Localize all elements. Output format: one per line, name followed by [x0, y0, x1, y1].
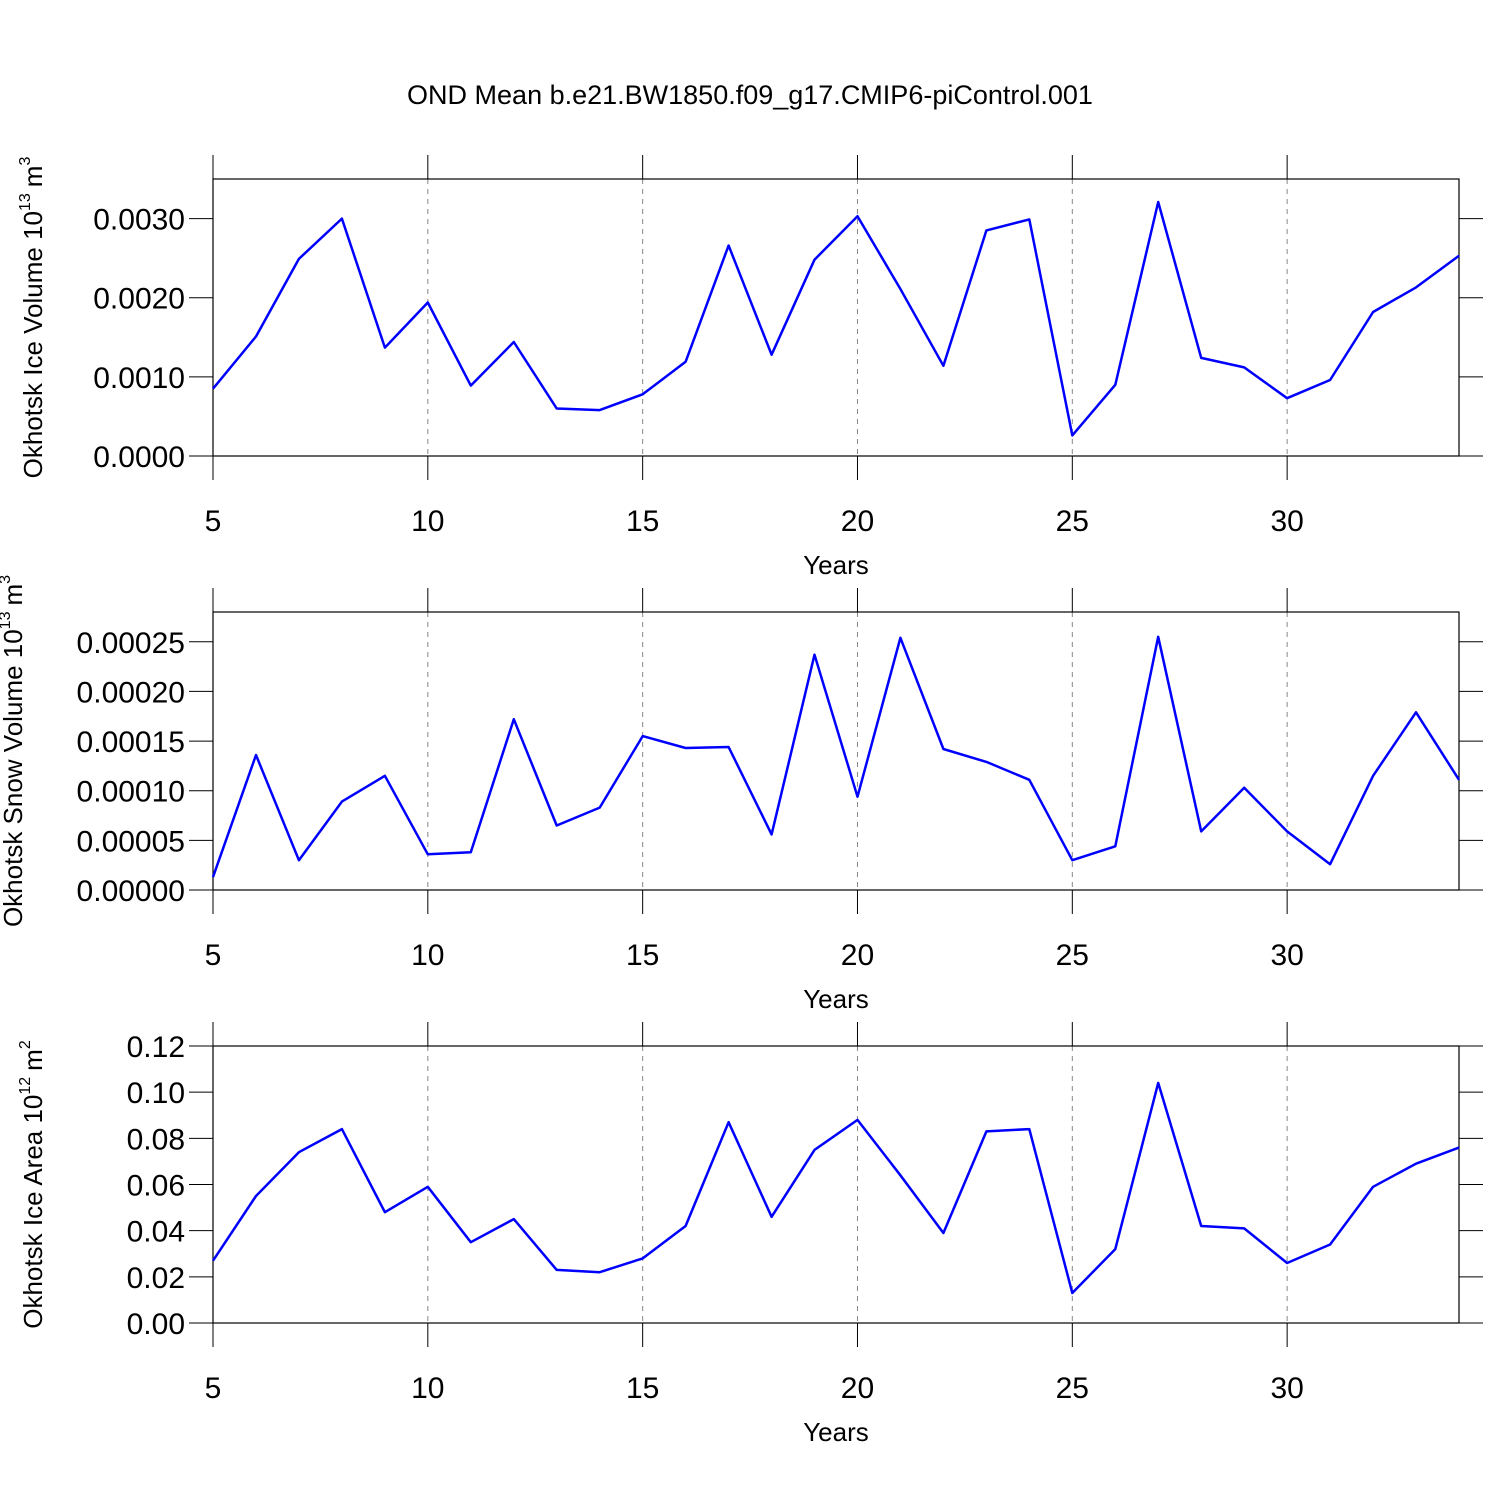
y-axis-title: Okhotsk Snow Volume 1013 m3 — [0, 575, 28, 927]
y-axis-title-unit: m — [18, 166, 48, 188]
y-tick-label: 0.00 — [127, 1308, 185, 1341]
y-axis-title: Okhotsk Ice Area 1012 m2 — [17, 1040, 48, 1329]
y-axis-title-text: Okhotsk Ice Area 10 — [18, 1095, 48, 1329]
y-tick-label: 0.08 — [127, 1123, 185, 1156]
x-tick-label: 20 — [841, 939, 874, 972]
y-tick-label: 0.0030 — [93, 204, 185, 237]
x-tick-label: 10 — [411, 505, 444, 538]
y-tick-label: 0.12 — [127, 1031, 185, 1064]
y-tick-label: 0.06 — [127, 1170, 185, 1203]
x-tick-label: 20 — [841, 505, 874, 538]
y-tick-label: 0.0000 — [93, 441, 185, 474]
x-tick-label: 5 — [205, 1372, 222, 1405]
y-axis-title-exp: 13 — [17, 193, 34, 211]
x-tick-label: 20 — [841, 1372, 874, 1405]
y-tick-label: 0.0020 — [93, 283, 185, 316]
y-tick-label: 0.10 — [127, 1077, 185, 1110]
x-tick-label: 5 — [205, 505, 222, 538]
x-tick-label: 10 — [411, 1372, 444, 1405]
y-tick-label: 0.04 — [127, 1216, 185, 1249]
y-axis-title-unit-exp: 2 — [17, 1040, 34, 1049]
plot-frame — [212, 178, 1460, 457]
y-tick-label: 0.00015 — [77, 726, 185, 759]
x-tick-label: 15 — [626, 939, 659, 972]
y-tick-label: 0.02 — [127, 1262, 185, 1295]
y-axis-title-unit: m — [0, 584, 28, 606]
y-axis-title-text: Okhotsk Ice Volume 10 — [18, 211, 48, 478]
x-axis-title: Years — [803, 1417, 869, 1447]
plot-frame — [212, 1045, 1460, 1324]
data-line — [211, 635, 1461, 878]
x-tick-label: 25 — [1056, 939, 1089, 972]
x-tick-label: 15 — [626, 505, 659, 538]
x-axis-title: Years — [803, 550, 869, 580]
y-tick-label: 0.00005 — [77, 825, 185, 858]
y-axis-title: Okhotsk Ice Volume 1013 m3 — [17, 157, 48, 479]
chart-title: OND Mean b.e21.BW1850.f09_g17.CMIP6-piCo… — [407, 80, 1093, 110]
plot-frame — [212, 611, 1460, 891]
y-tick-label: 0.00025 — [77, 627, 185, 660]
y-axis-title-text: Okhotsk Snow Volume 10 — [0, 629, 28, 927]
y-tick-label: 0.00010 — [77, 776, 185, 809]
y-axis-title-unit-exp: 3 — [17, 157, 34, 166]
x-tick-label: 30 — [1270, 939, 1303, 972]
y-tick-label: 0.00000 — [77, 875, 185, 908]
x-tick-label: 5 — [205, 939, 222, 972]
data-line — [212, 200, 1460, 437]
y-tick-label: 0.0010 — [93, 362, 185, 395]
y-tick-label: 0.00020 — [77, 676, 185, 709]
x-tick-label: 25 — [1056, 505, 1089, 538]
x-tick-label: 30 — [1270, 1372, 1303, 1405]
y-axis-title-exp: 13 — [0, 611, 14, 629]
y-axis-title-exp: 12 — [17, 1077, 34, 1095]
y-axis-title-unit-exp: 3 — [0, 575, 14, 584]
x-tick-label: 15 — [626, 1372, 659, 1405]
x-axis-title: Years — [803, 984, 869, 1014]
x-tick-label: 25 — [1056, 1372, 1089, 1405]
y-axis-title-unit: m — [18, 1049, 48, 1071]
x-tick-label: 30 — [1270, 505, 1303, 538]
x-tick-label: 10 — [411, 939, 444, 972]
data-line — [211, 1081, 1460, 1295]
